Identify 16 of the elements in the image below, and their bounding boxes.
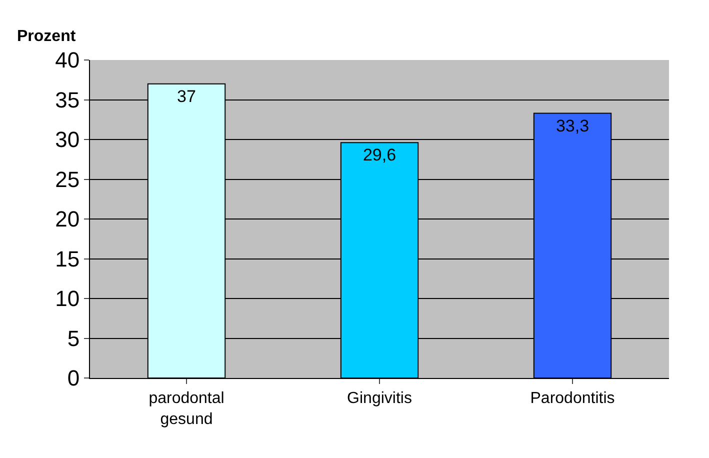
y-tick-label: 40 bbox=[55, 48, 80, 73]
y-tick-label: 30 bbox=[55, 127, 80, 152]
y-tick-label: 25 bbox=[55, 166, 80, 192]
y-tick-label: 5 bbox=[67, 326, 80, 351]
y-tick-label: 0 bbox=[67, 366, 80, 391]
y-axis-title: Prozent bbox=[17, 28, 76, 45]
y-tick-label: 10 bbox=[55, 286, 80, 312]
data-label: 29,6 bbox=[362, 146, 396, 165]
y-tick-label: 20 bbox=[55, 206, 80, 232]
x-tick-label: Gingivitis bbox=[347, 390, 412, 408]
data-label: 33,3 bbox=[556, 116, 590, 136]
x-tick-label: Parodontitis bbox=[530, 390, 615, 408]
y-tick-label: 35 bbox=[55, 87, 80, 112]
x-tick-label: parodontal gesund bbox=[148, 390, 224, 428]
y-tick-label: 15 bbox=[55, 246, 80, 272]
data-label: 37 bbox=[177, 86, 196, 106]
